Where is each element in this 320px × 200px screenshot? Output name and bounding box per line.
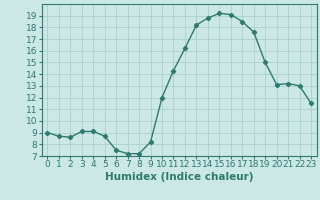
X-axis label: Humidex (Indice chaleur): Humidex (Indice chaleur) — [105, 172, 253, 182]
